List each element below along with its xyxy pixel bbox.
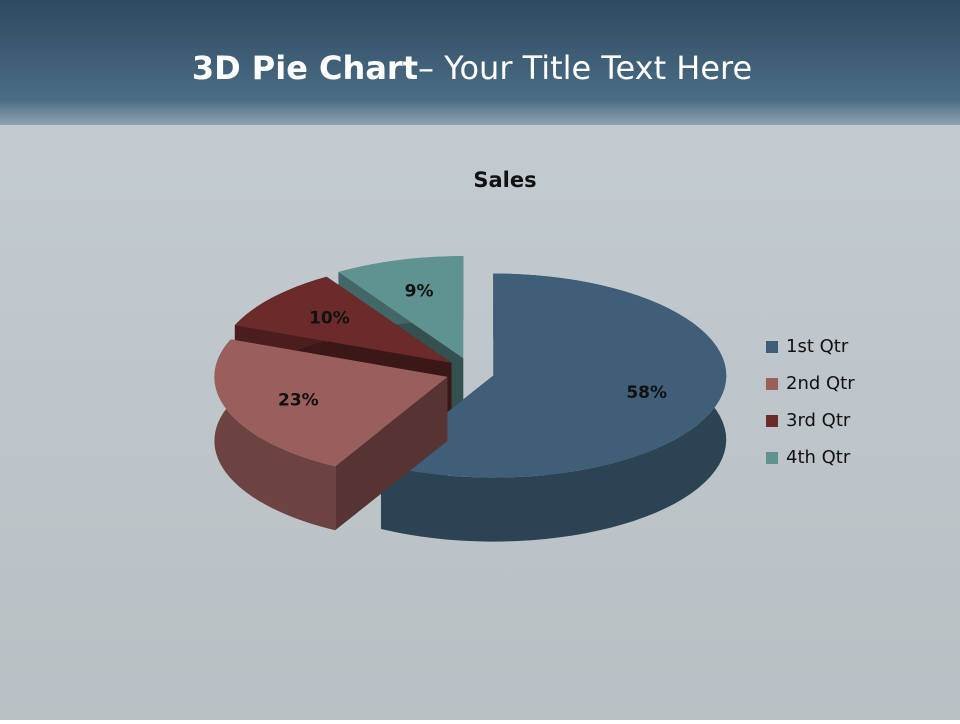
legend-label: 3rd Qtr (786, 410, 851, 431)
legend: 1st Qtr 2nd Qtr 3rd Qtr 4th Qtr (766, 336, 855, 468)
slice-top (214, 339, 448, 467)
legend-swatch (766, 341, 778, 353)
legend-swatch (766, 452, 778, 464)
data-label: 9% (405, 282, 434, 302)
slice (380, 273, 727, 542)
title-bar (0, 0, 960, 125)
data-label: 23% (278, 390, 319, 410)
slice (214, 339, 448, 531)
slide-title: 3D Pie Chart– Your Title Text Here (192, 49, 752, 87)
chart-title: Sales (473, 168, 536, 192)
legend-label: 4th Qtr (786, 447, 851, 468)
legend-swatch (766, 378, 778, 390)
slice-top (338, 256, 464, 359)
slice-wall (214, 339, 336, 531)
pie: 58% 23% 10% 9% (214, 256, 727, 542)
title-rest: – Your Title Text Here (418, 49, 752, 87)
data-label: 58% (626, 383, 667, 403)
title-bold: 3D Pie Chart (192, 49, 418, 87)
legend-label: 2nd Qtr (786, 373, 855, 394)
slice-top (234, 276, 452, 363)
data-label: 10% (309, 309, 350, 329)
legend-swatch (766, 415, 778, 427)
legend-label: 1st Qtr (786, 336, 849, 357)
slice-top (380, 273, 727, 478)
